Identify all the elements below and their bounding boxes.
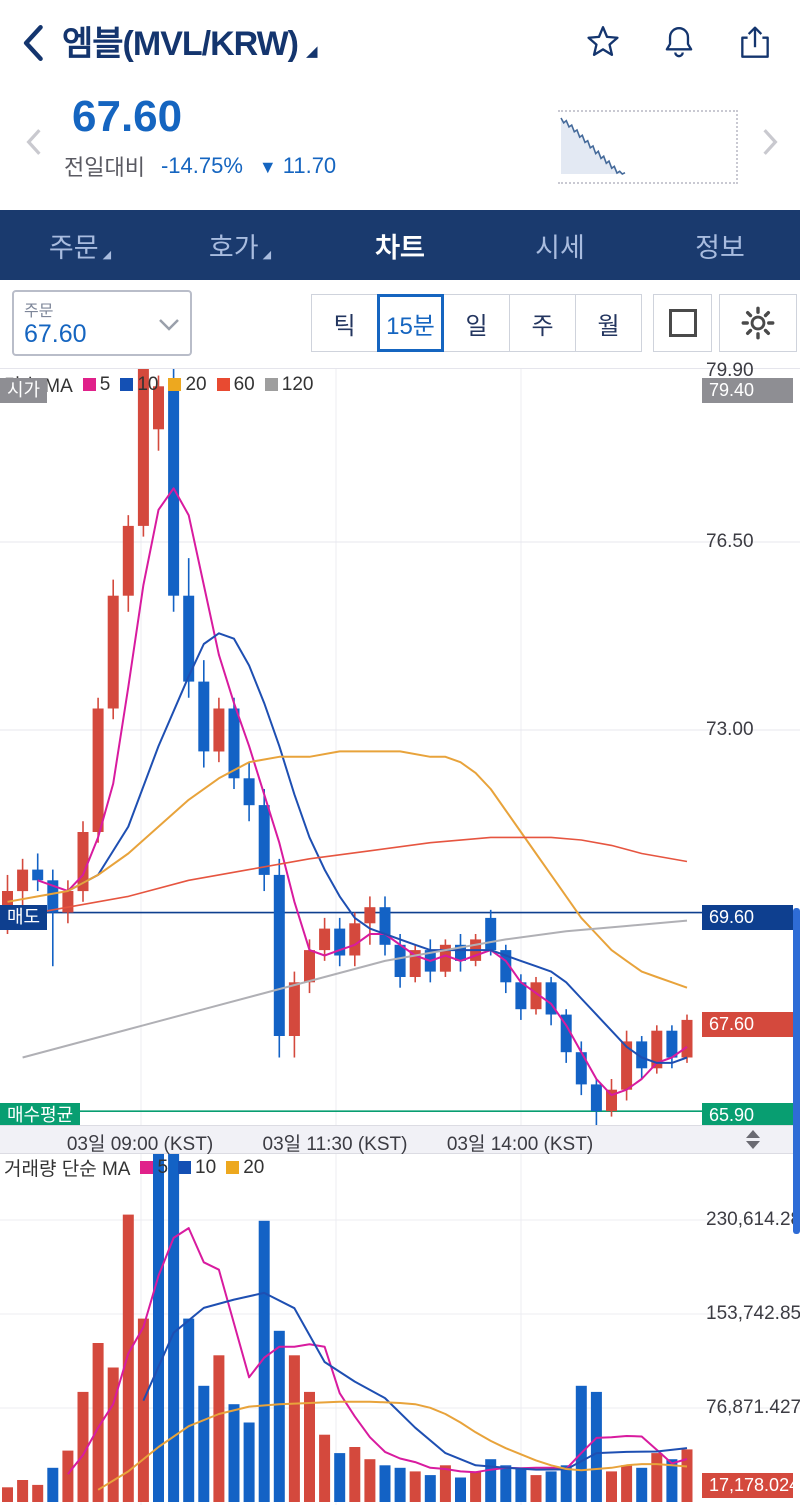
share-icon bbox=[741, 26, 769, 58]
ma-legend-item: 5 bbox=[140, 1157, 168, 1179]
ma-color-swatch bbox=[140, 1161, 154, 1174]
tab-order[interactable]: 주문 ◢ bbox=[48, 232, 112, 263]
interval-month-button[interactable]: 월 bbox=[575, 294, 642, 352]
chevron-down-icon bbox=[159, 319, 179, 331]
ma-color-swatch bbox=[168, 378, 182, 391]
change-label: 전일대비 bbox=[64, 155, 145, 180]
back-button[interactable] bbox=[18, 22, 50, 64]
panel-resize-handle[interactable] bbox=[742, 1128, 764, 1150]
alerts-button[interactable] bbox=[660, 24, 698, 62]
header-bar: 엠블(MVL/KRW) ◢ bbox=[0, 0, 800, 88]
ma-legend-item: 10 bbox=[178, 1157, 216, 1179]
main-nav-tabs: 주문 ◢ 호가 ◢ 차트 시세 정보 bbox=[0, 210, 800, 280]
volume-chart-panel: 거래량 단순 MA 5 10 20 230,614.282 153,742.855 76… bbox=[0, 1152, 800, 1505]
ma-legend-item: 60 bbox=[216, 374, 255, 396]
tab-info[interactable]: 정보 bbox=[695, 232, 745, 263]
volume-ma-legend-title: 거래량 단순 MA bbox=[4, 1159, 131, 1180]
star-icon bbox=[587, 26, 619, 56]
ma-legend-item: 5 bbox=[82, 374, 110, 396]
interval-tick-button[interactable]: 틱 bbox=[311, 294, 378, 352]
dropdown-label: 주문 bbox=[24, 303, 54, 320]
chevron-right-icon bbox=[763, 129, 778, 155]
ma-color-swatch bbox=[120, 378, 134, 391]
ma-color-swatch bbox=[226, 1161, 240, 1174]
triangle-up-icon bbox=[746, 1129, 760, 1138]
price-axis-badge: 69.60 bbox=[702, 904, 793, 930]
sparkline bbox=[560, 117, 626, 175]
price-axis-badge: 65.90 bbox=[702, 1103, 793, 1129]
chart-scrollbar[interactable] bbox=[793, 908, 800, 1234]
page-title: 엠블(MVL/KRW) bbox=[62, 25, 299, 63]
ma-color-swatch bbox=[264, 378, 278, 391]
time-label: 03일 11:30 (KST) bbox=[262, 1134, 408, 1155]
ma-legend-item: 10 bbox=[120, 374, 158, 396]
ma-color-swatch bbox=[82, 378, 96, 391]
price-line-badge: 매도 bbox=[0, 904, 48, 930]
prev-symbol-arrow[interactable] bbox=[24, 128, 44, 156]
volume-ma-legend: 거래량 단순 MA 5 10 20 bbox=[4, 1154, 264, 1181]
volume-chart-canvas[interactable] bbox=[0, 1152, 800, 1505]
price-axis-badge: 67.60 bbox=[702, 1011, 793, 1037]
chart-settings-button[interactable] bbox=[719, 294, 797, 352]
interval-week-button[interactable]: 주 bbox=[509, 294, 576, 352]
current-price: 67.60 bbox=[72, 92, 183, 141]
triangle-down-icon bbox=[746, 1140, 760, 1149]
tab-quotes[interactable]: 시세 bbox=[535, 232, 585, 263]
current-volume-badge: 17,178.024 bbox=[702, 1472, 799, 1498]
time-label: 03일 09:00 (KST) bbox=[66, 1134, 214, 1155]
tab-chart[interactable]: 차트 bbox=[375, 232, 425, 263]
price-change-row: 전일대비 -14.75% ▼ 11.70 bbox=[64, 150, 336, 182]
ma-legend-item: 20 bbox=[226, 1157, 264, 1179]
order-price-dropdown[interactable]: 주문 67.60 bbox=[12, 290, 192, 356]
square-icon bbox=[668, 309, 697, 337]
change-amount: ▼ 11.70 bbox=[258, 153, 337, 178]
chart-style-button[interactable] bbox=[653, 294, 712, 352]
back-icon bbox=[23, 25, 43, 61]
price-chart-canvas[interactable] bbox=[0, 369, 800, 1126]
volume-axis-label: 153,742.855 bbox=[706, 1303, 800, 1324]
tab-caret-icon: ◢ bbox=[102, 248, 112, 261]
favorite-button[interactable] bbox=[584, 24, 622, 62]
price-line-badge: 매수평균 bbox=[0, 1103, 81, 1129]
price-axis-label: 76.50 bbox=[706, 531, 754, 552]
ma-color-swatch bbox=[178, 1161, 192, 1174]
chevron-left-icon bbox=[26, 129, 41, 155]
gear-icon bbox=[741, 306, 775, 340]
symbol-selector[interactable]: 엠블(MVL/KRW) ◢ bbox=[62, 22, 318, 66]
dropdown-caret-icon: ◢ bbox=[306, 43, 318, 60]
price-line-badge: 시가 bbox=[0, 378, 48, 404]
down-triangle-icon: ▼ bbox=[258, 157, 277, 177]
change-percent: -14.75% bbox=[160, 153, 243, 178]
tab-orderbook[interactable]: 호가 ◢ bbox=[208, 232, 272, 263]
price-axis-label: 79.90 bbox=[706, 360, 754, 381]
ma-color-swatch bbox=[216, 378, 230, 391]
mini-chart-preview bbox=[558, 110, 738, 184]
share-button[interactable] bbox=[736, 24, 774, 62]
bell-icon bbox=[665, 27, 693, 58]
interval-button-group: 틱 15분 일 주 월 bbox=[311, 294, 642, 352]
next-symbol-arrow[interactable] bbox=[760, 128, 780, 156]
tab-caret-icon: ◢ bbox=[262, 248, 272, 261]
price-axis-badge: 79.40 bbox=[702, 378, 793, 404]
time-label: 03일 14:00 (KST) bbox=[446, 1134, 594, 1155]
volume-axis-label: 230,614.282 bbox=[706, 1209, 800, 1230]
chart-toolbar: 주문 67.60 틱 15분 일 주 월 bbox=[0, 280, 800, 368]
volume-axis-label: 76,871.427 bbox=[706, 1397, 800, 1418]
ma-legend-item: 20 bbox=[168, 374, 207, 396]
interval-day-button[interactable]: 일 bbox=[443, 294, 510, 352]
price-axis-label: 73.00 bbox=[706, 718, 754, 740]
time-axis: 03일 09:00 (KST) 03일 11:30 (KST) 03일 14:0… bbox=[0, 1125, 800, 1155]
dropdown-value: 67.60 bbox=[24, 320, 87, 348]
ma-legend-item: 120 bbox=[264, 374, 313, 396]
interval-15min-button[interactable]: 15분 bbox=[377, 294, 444, 352]
